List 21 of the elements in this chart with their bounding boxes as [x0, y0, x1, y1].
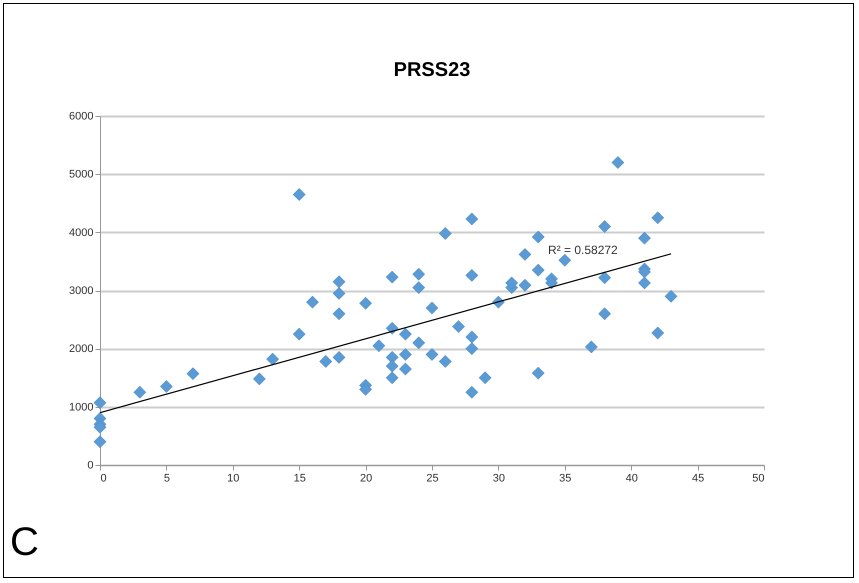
annotation: R² = 0.58272 [548, 243, 618, 257]
x-tick-label: 15 [294, 472, 306, 484]
y-tick-label: 5000 [69, 168, 94, 181]
y-tick-label: 4000 [69, 226, 94, 239]
x-tick-label: 50 [752, 472, 764, 484]
text: C [10, 520, 39, 565]
x-tick-label: 0 [100, 472, 107, 484]
y-tick-label: 1000 [69, 401, 94, 414]
x-tick-label: 20 [360, 472, 372, 484]
y-tick-label: 3000 [69, 285, 94, 297]
y-tick-label: 2000 [69, 343, 94, 356]
y-tick-label: 6000 [69, 110, 94, 122]
x-tick-label: 30 [492, 472, 506, 484]
x-tick-label: 5 [164, 472, 170, 484]
x-tick-label: 40 [626, 472, 638, 484]
chart-title: PRSS23 [394, 59, 470, 81]
x-tick-label: 45 [692, 472, 704, 484]
y-tick-label: 0 [87, 460, 94, 472]
x-tick-label: 10 [227, 472, 240, 484]
x-tick-label: 35 [559, 472, 572, 484]
x-tick-label: 25 [426, 472, 439, 484]
